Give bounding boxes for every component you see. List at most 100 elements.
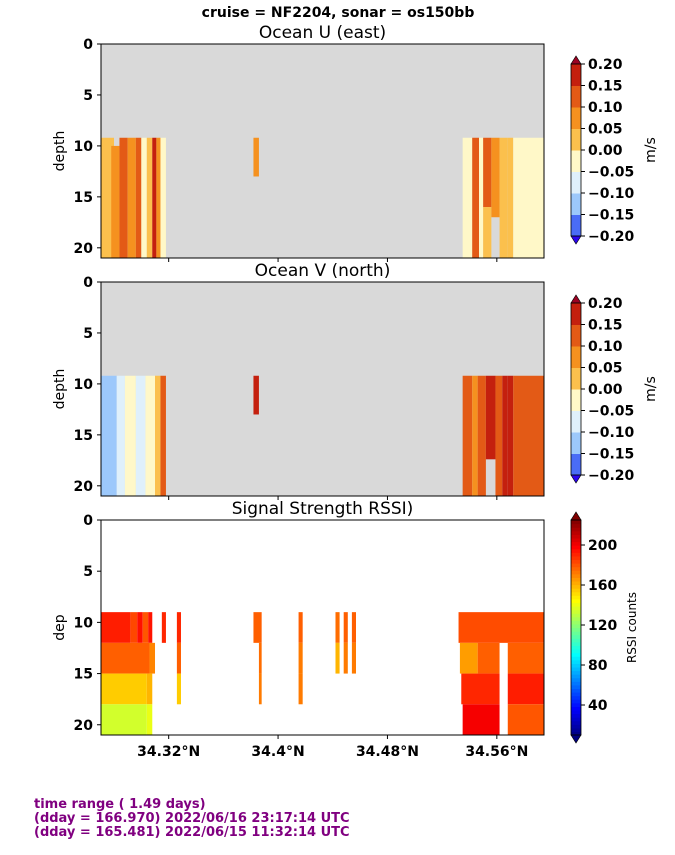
heatmap-cell xyxy=(343,642,348,674)
heatmap-cell xyxy=(507,375,514,496)
heatmap-cell xyxy=(176,612,181,643)
heatmap-cell xyxy=(462,704,500,735)
heatmap-cell xyxy=(298,673,303,705)
heatmap-cell xyxy=(477,375,486,496)
heatmap-cell xyxy=(253,612,262,643)
heatmap-cell xyxy=(483,207,492,258)
colorbar-tick-label: −0.20 xyxy=(588,468,635,484)
time-range-footer: time range ( 1.49 days) (dday = 166.970)… xyxy=(34,798,350,840)
colorbar-extend-max xyxy=(570,55,582,65)
colorbar-band xyxy=(571,684,581,690)
colorbar-tick-label: 0.05 xyxy=(588,361,623,377)
heatmap-cell xyxy=(101,612,131,643)
x-tick-label: 34.48°N xyxy=(356,744,419,760)
colorbar-band xyxy=(571,595,581,600)
colorbar-band xyxy=(571,674,581,679)
y-axis-label: depth xyxy=(52,131,68,172)
heatmap-cell xyxy=(258,642,262,674)
heatmap-cell xyxy=(142,612,149,643)
colorbar-band xyxy=(571,303,581,325)
colorbar-tick-label: −0.05 xyxy=(588,404,634,420)
heatmap-cell xyxy=(477,642,500,674)
heatmap-cell xyxy=(127,137,136,258)
heatmap-cell xyxy=(472,137,480,258)
heatmap-cell xyxy=(160,375,166,496)
heatmap-cell xyxy=(351,612,356,643)
colorbar-band xyxy=(571,410,581,433)
heatmap-cell xyxy=(116,375,125,496)
colorbar-tick-label: 0.20 xyxy=(588,57,623,73)
heatmap-cell xyxy=(146,673,153,705)
colorbar-band xyxy=(571,681,581,686)
y-tick-label: 15 xyxy=(74,428,93,444)
colorbar: 0.20 0.15 0.10 0.05 0.00 −0.05 −0.10 −0.15 −0.20… xyxy=(570,294,659,484)
colorbar-band xyxy=(571,609,581,614)
heatmap-cell xyxy=(298,642,303,674)
heatmap-cell xyxy=(507,642,544,674)
colorbar-label: m/s xyxy=(643,376,659,402)
heatmap-cell xyxy=(479,137,484,258)
heatmap-cell xyxy=(101,704,147,735)
colorbar-band xyxy=(571,692,581,697)
heatmap-cell xyxy=(491,137,500,218)
heatmap-cell xyxy=(513,375,544,496)
colorbar-tick-label: 120 xyxy=(588,618,617,634)
colorbar-tick-label: −0.20 xyxy=(588,229,635,245)
colorbar-band xyxy=(571,616,581,621)
colorbar-band xyxy=(571,666,581,672)
colorbar-band xyxy=(571,688,581,693)
colorbar-band xyxy=(571,214,581,237)
y-tick-label: 10 xyxy=(74,377,94,393)
colorbar-band xyxy=(571,555,581,561)
panel-title: Ocean U (east) xyxy=(259,23,386,43)
time-range-line: time range ( 1.49 days) xyxy=(34,797,206,812)
colorbar: 200 160 120 80 40 RSSI counts xyxy=(570,511,639,744)
y-tick-label: 15 xyxy=(74,667,93,683)
colorbar-band xyxy=(571,107,581,129)
colorbar-band xyxy=(571,548,581,553)
y-tick-label: 5 xyxy=(83,88,93,104)
colorbar-extend-min xyxy=(570,474,582,484)
plot-frame xyxy=(100,43,545,259)
heatmap-cell xyxy=(253,137,259,177)
colorbar-band xyxy=(571,171,581,194)
colorbar-tick-label: 0.00 xyxy=(588,382,623,398)
panel-title: Signal Strength RSSI) xyxy=(232,499,414,519)
heatmap-cell xyxy=(141,137,147,258)
heatmap-cell xyxy=(335,642,340,674)
heatmap-cell xyxy=(101,642,150,674)
colorbar-band xyxy=(571,627,581,632)
colorbar-band xyxy=(571,324,581,347)
colorbar-tick-label: 200 xyxy=(588,538,617,554)
colorbar-band xyxy=(571,623,581,629)
heatmap-cell xyxy=(499,137,508,258)
colorbar-band xyxy=(571,85,581,108)
colorbar-band xyxy=(571,150,581,172)
heatmap-cell xyxy=(124,375,136,496)
colorbar-tick-label: −0.10 xyxy=(588,186,635,202)
colorbar-band xyxy=(571,520,581,525)
colorbar-band xyxy=(571,720,581,725)
heatmap-cell xyxy=(462,137,473,258)
heatmap-cell xyxy=(152,137,157,258)
heatmap-cell xyxy=(513,137,544,258)
plot-frame xyxy=(100,281,545,497)
colorbar-band xyxy=(571,534,581,539)
colorbar-band xyxy=(571,702,581,707)
heatmap-cell xyxy=(176,673,181,705)
colorbar-band xyxy=(571,620,581,625)
heatmap-cell xyxy=(507,137,514,258)
colorbar-tick-label: 40 xyxy=(588,698,608,714)
colorbar-band xyxy=(571,591,581,596)
heatmap-cell xyxy=(119,137,128,258)
y-tick-label: 5 xyxy=(83,326,93,342)
colorbar-band xyxy=(571,641,581,647)
plot-frame xyxy=(100,519,545,736)
heatmap-cell xyxy=(495,375,503,496)
colorbar-band xyxy=(571,552,581,557)
colorbar-band xyxy=(571,588,581,593)
colorbar-frame xyxy=(570,519,582,736)
heatmap-cell xyxy=(258,673,262,705)
y-axis-label: depth xyxy=(52,369,68,410)
heatmap-cell xyxy=(135,375,146,496)
